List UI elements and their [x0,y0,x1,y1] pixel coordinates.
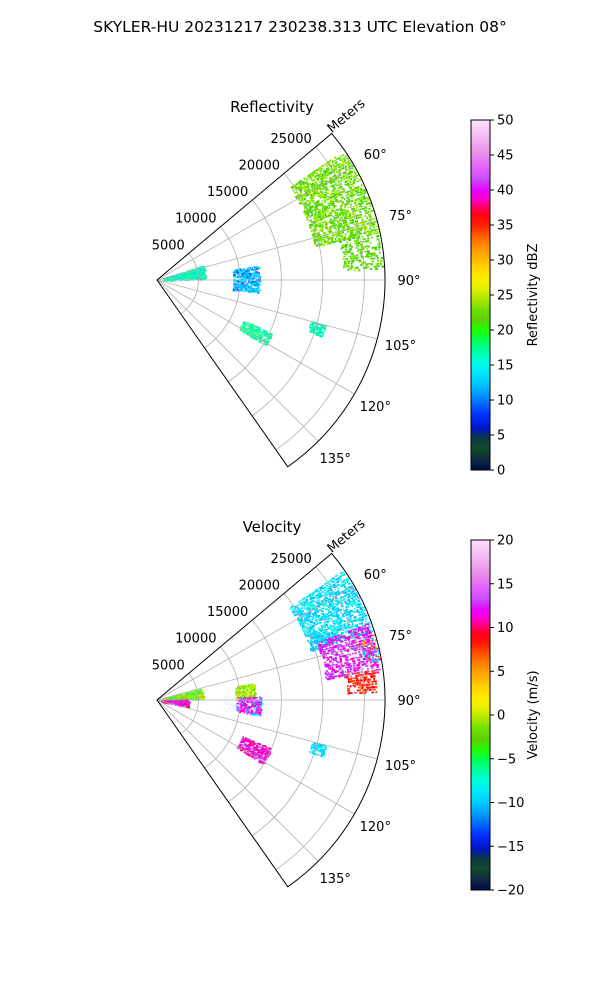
radial-axis-label: Meters [325,516,369,556]
azimuth-line [156,279,378,340]
angle-tick-label: 135° [320,872,351,887]
azimuth-line [156,220,378,281]
azimuth-line [156,699,319,862]
angle-tick-label: 75° [389,629,412,644]
colorbar-tick-label: 40 [497,184,514,199]
radial-tick-label: 20000 [239,578,280,593]
angle-tick-label: 60° [364,568,387,583]
radial-tick-label: 25000 [270,132,311,147]
azimuth-line [156,699,355,815]
sector-frame [156,552,386,888]
echo-cluster [309,742,327,758]
radar-echoes [163,154,385,346]
echo-cluster [345,670,378,695]
echo-cluster [360,634,382,663]
colorbar-tick-label: 0 [497,709,505,724]
colorbar-tick-label: 10 [497,621,514,636]
colorbar-label: Reflectivity dBZ [526,244,541,347]
range-ring [228,199,282,383]
colorbar-tick-label: 5 [497,429,505,444]
angle-tick-label: 90° [397,694,420,709]
range-ring [275,566,365,871]
echo-cluster [309,321,328,338]
angle-tick-label: 105° [385,339,416,354]
range-ring [180,253,199,315]
velocity-colorbar: −20 −15 −10 −5 0 5 10 15 20 Velocity (m/s) [470,534,541,899]
azimuth-line [156,165,355,281]
radial-tick-label: 15000 [207,185,248,200]
colorbar-bar [470,539,491,891]
colorbar-tick-label: −10 [497,796,524,811]
velocity-panel: Velocity 5000 10000 15000 20000 25000 Meters 60… [152,516,421,888]
polar-grid [156,566,385,871]
figure-suptitle: SKYLER-HU 20231217 230238.313 UTC Elevat… [93,18,507,36]
radial-tick-label: 15000 [207,605,248,620]
radial-tick-label: 10000 [175,632,216,647]
colorbar-bar [470,119,491,471]
colorbar-tick-label: 25 [497,289,514,304]
azimuth-line [156,640,378,701]
radial-tick-label: 5000 [152,658,185,673]
sector-frame [156,132,386,468]
echo-cluster [239,321,273,346]
colorbar-label: Velocity (m/s) [526,670,541,759]
radar-echoes [161,571,382,765]
colorbar-tick-label: 15 [497,359,514,374]
angle-tick-label: 75° [389,209,412,224]
colorbar-tick-label: 20 [497,534,514,549]
radial-tick-label: 20000 [239,158,280,173]
angle-tick-label: 120° [360,820,391,835]
angle-tick-label: 120° [360,400,391,415]
colorbar-tick-label: 45 [497,149,514,164]
echo-cluster [316,623,381,681]
colorbar-tick-label: 50 [497,114,514,129]
echo-cluster [163,265,208,282]
reflectivity-colorbar: 0 5 10 15 20 25 30 35 40 45 50 Reflectivity dBZ [470,114,541,479]
range-ring [180,673,199,735]
echo-cluster [289,571,374,652]
range-ring [251,173,324,417]
angle-tick-label: 90° [397,274,420,289]
colorbar-tick-label: 20 [497,324,514,339]
azimuth-line [156,699,378,760]
azimuth-line [156,585,355,701]
echo-cluster [232,266,262,294]
reflectivity-panel: Reflectivity 5000 10000 15000 20000 25000 Mete… [152,96,421,468]
angle-tick-label: 135° [320,452,351,467]
radial-tick-label: 25000 [270,552,311,567]
colorbar-tick-label: −5 [497,752,516,767]
colorbar-tick-label: −20 [497,884,524,899]
colorbar-tick-label: 0 [497,464,505,479]
range-ring [251,593,324,837]
panel-title: Reflectivity [230,98,314,116]
colorbar-tick-label: −15 [497,840,524,855]
colorbar-tick-label: 30 [497,254,514,269]
range-ring [275,146,365,451]
echo-cluster [161,699,191,709]
azimuth-line [156,279,355,395]
radial-tick-label: 5000 [152,238,185,253]
angle-tick-label: 105° [385,759,416,774]
radial-tick-label: 10000 [175,212,216,227]
range-ring [204,646,241,769]
azimuth-line [156,279,319,442]
range-ring [204,226,241,349]
colorbar-tick-label: 10 [497,394,514,409]
polar-grid [156,146,385,451]
range-ring [228,619,282,803]
colorbar-tick-label: 15 [497,577,514,592]
panel-title: Velocity [243,518,302,536]
colorbar-tick-label: 35 [497,219,514,234]
colorbar-tick-label: 5 [497,665,505,680]
echo-cluster [290,154,380,247]
angle-tick-label: 60° [364,148,387,163]
radial-axis-label: Meters [325,96,369,136]
echo-cluster [236,736,272,765]
